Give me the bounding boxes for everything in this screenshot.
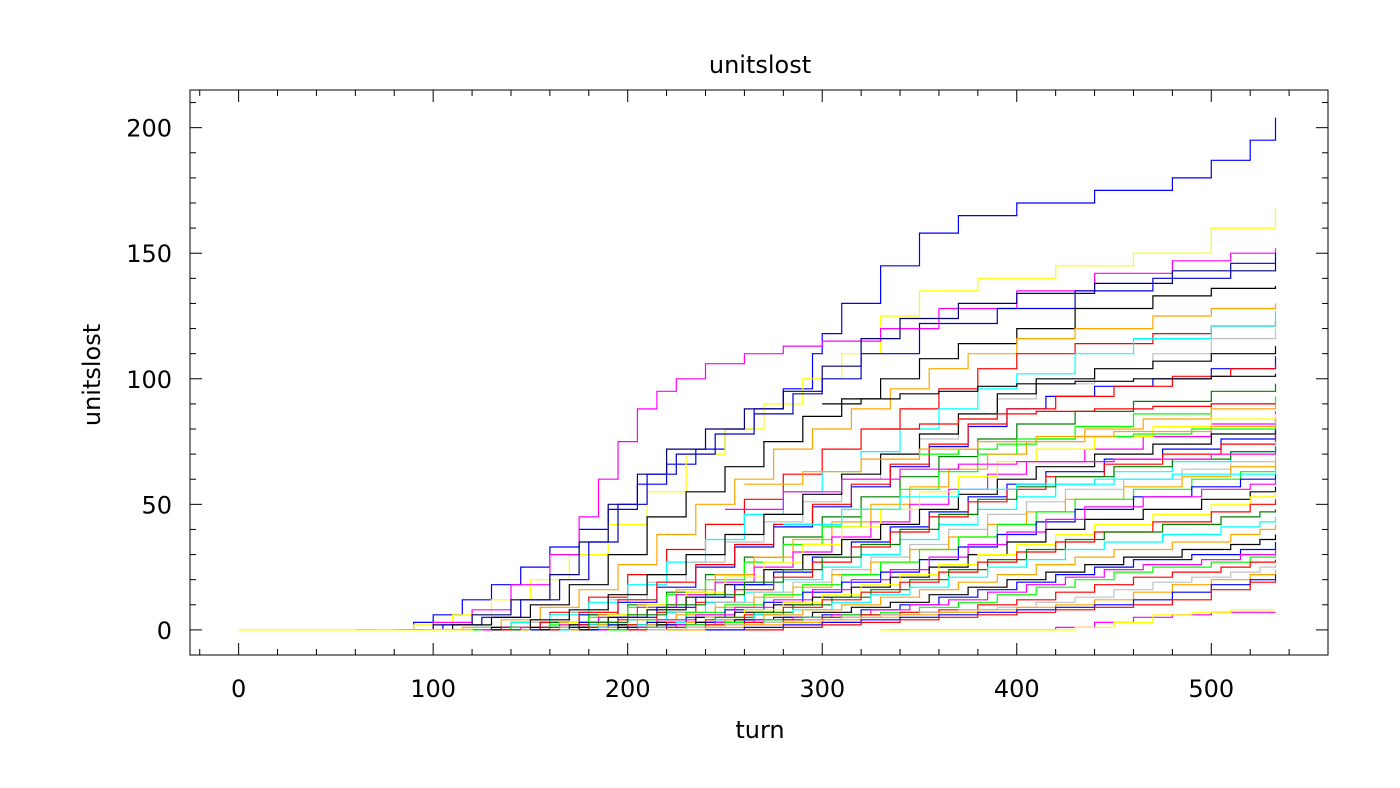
y-tick-label: 200 xyxy=(126,115,172,143)
x-axis-ticks: 0 100 200 300 400 500 xyxy=(199,90,1290,703)
chart-title: unitslost xyxy=(709,51,811,79)
series-line-38 xyxy=(608,554,1277,631)
series-line-28 xyxy=(540,479,1277,631)
series-line-52 xyxy=(783,469,1277,525)
series-line-7 xyxy=(423,303,1277,631)
series-line-47 xyxy=(822,373,1277,405)
series-line-25 xyxy=(520,459,1277,631)
y-tick-label: 0 xyxy=(157,617,172,645)
series-line-21 xyxy=(501,434,1277,631)
series-line-37 xyxy=(598,549,1277,631)
series-line-23 xyxy=(511,446,1277,631)
y-tick-label: 100 xyxy=(126,366,172,394)
series-line-20 xyxy=(501,429,1277,631)
series-line-13 xyxy=(462,363,1277,631)
plot-frame xyxy=(189,89,1329,656)
series-line-26 xyxy=(530,466,1277,631)
series-line-2 xyxy=(374,208,1277,631)
x-tick-label: 100 xyxy=(410,675,456,703)
series-line-16 xyxy=(481,401,1277,631)
x-axis-label: turn xyxy=(735,716,784,744)
series-line-19 xyxy=(491,424,1277,631)
series-line-51 xyxy=(744,419,1277,485)
y-axis-ticks: 0 50 100 150 200 xyxy=(126,102,1328,645)
series-line-45 xyxy=(880,609,1276,631)
series-line-41 xyxy=(666,569,1277,631)
series-line-11 xyxy=(452,346,1277,631)
series-layer xyxy=(238,117,1277,631)
series-line-27 xyxy=(530,474,1277,631)
series-line-31 xyxy=(549,499,1277,631)
x-tick-label: 0 xyxy=(231,675,246,703)
series-line-15 xyxy=(472,396,1277,631)
y-tick-label: 150 xyxy=(126,240,172,268)
series-line-6 xyxy=(413,285,1277,631)
x-tick-label: 400 xyxy=(994,675,1040,703)
x-tick-label: 300 xyxy=(799,675,845,703)
series-line-50 xyxy=(725,449,1277,510)
series-line-43 xyxy=(744,579,1277,631)
series-line-35 xyxy=(579,534,1277,631)
series-line-5 xyxy=(404,253,1277,631)
y-axis-label: unitslost xyxy=(78,324,106,426)
series-line-46 xyxy=(238,627,473,631)
series-line-48 xyxy=(880,403,1276,430)
series-line-29 xyxy=(540,486,1277,631)
x-tick-label: 200 xyxy=(605,675,651,703)
series-line-34 xyxy=(569,524,1277,631)
series-line-33 xyxy=(559,516,1277,631)
x-tick-label: 500 xyxy=(1188,675,1234,703)
y-tick-label: 50 xyxy=(141,491,172,519)
